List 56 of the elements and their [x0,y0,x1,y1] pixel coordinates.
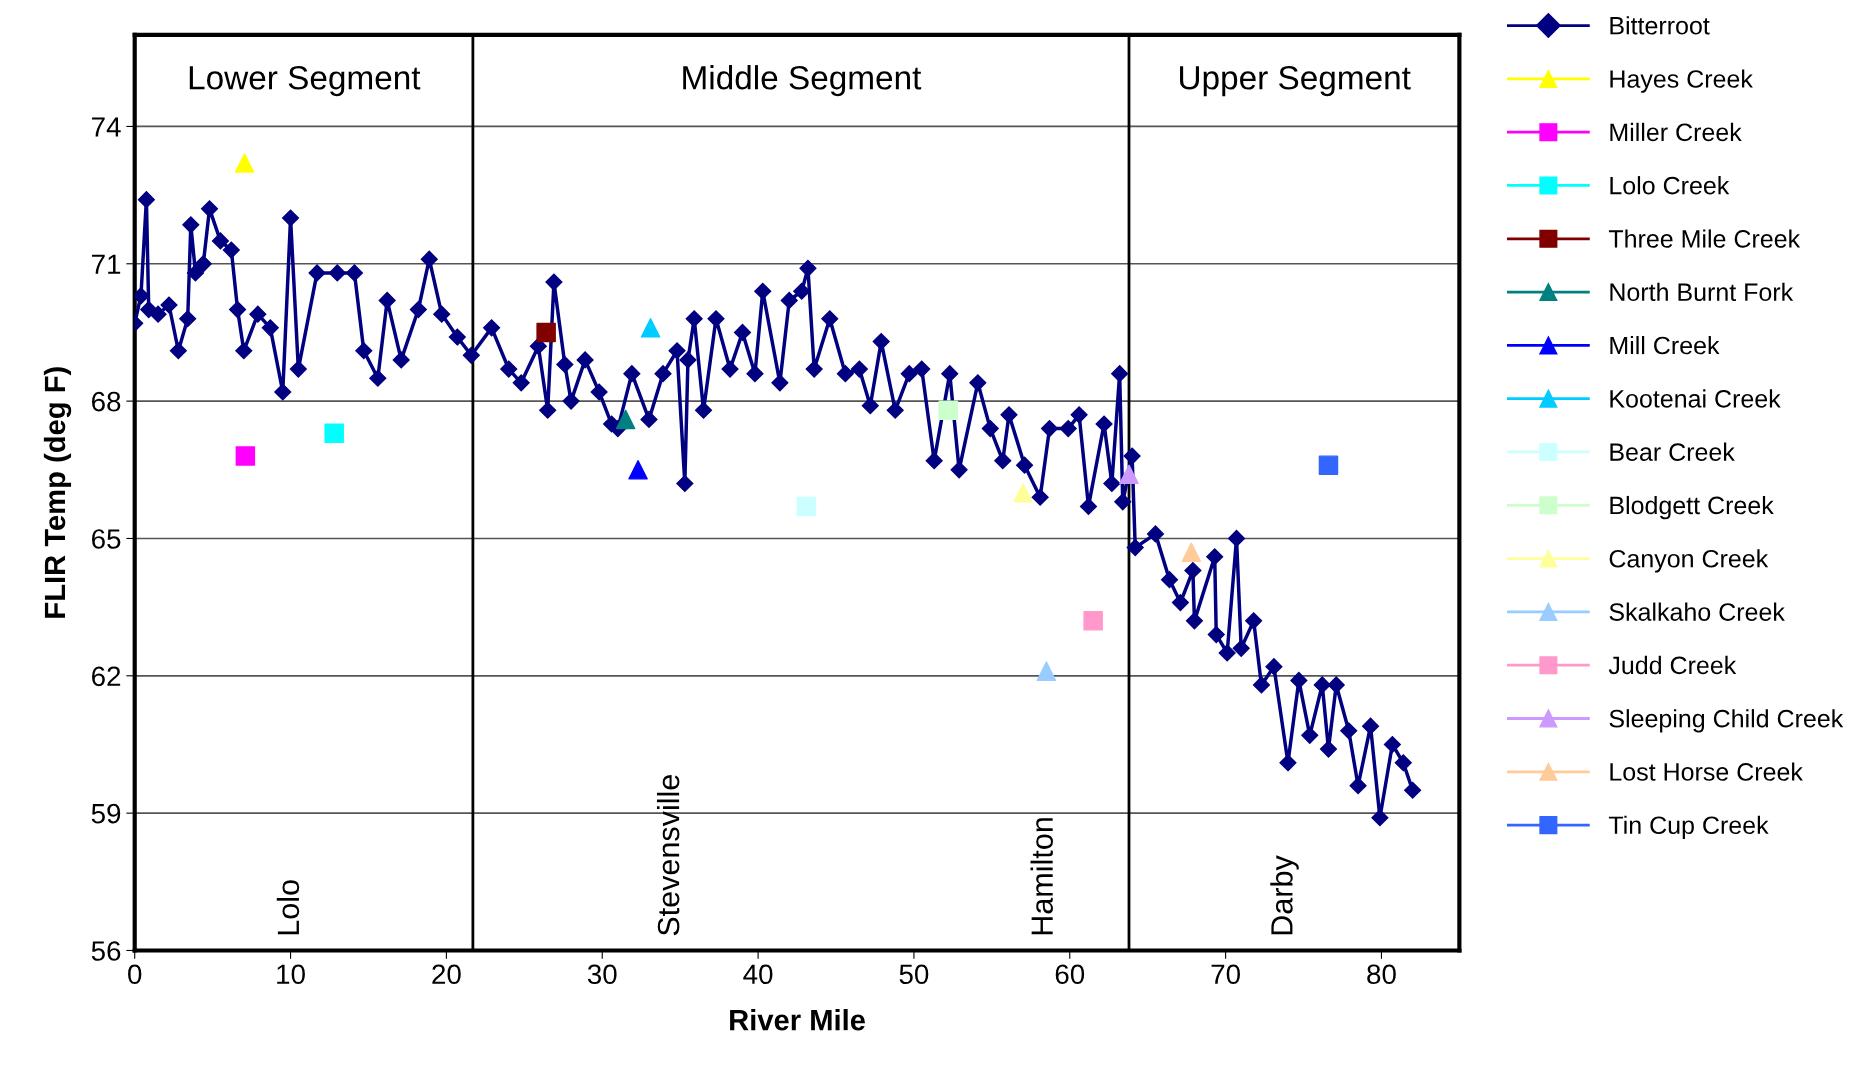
x-tick-label: 0 [128,964,142,985]
annotation: Hamilton [1030,818,1053,935]
legend-label: Canyon Creek [1609,549,1769,573]
annotation: Stevensville [656,775,680,936]
point [234,153,255,173]
x-axis-title: River Mile [730,1009,865,1031]
x-tick-label: 20 [432,964,461,985]
legend-label: Skalkaho Creek [1609,602,1785,621]
legend-label: Hayes Creek [1610,69,1753,93]
legend-label: Lolo Creek [1610,176,1730,195]
point [324,423,344,443]
legend-label: Bitterroot [1610,16,1710,35]
point [1083,611,1103,631]
point [1013,482,1033,503]
point [796,496,817,517]
point [1181,542,1202,562]
legend-label: Sleeping Child Creek [1609,709,1844,733]
annotation: Upper Segment [1180,66,1411,97]
legend-label: Judd Creek [1608,655,1737,675]
legend-label: Lost Horse Creek [1610,762,1803,781]
annotation: Lolo [276,880,300,935]
legend-label: North Burnt Fork [1610,282,1794,302]
x-tick-label: 10 [277,964,305,985]
x-tick-label: 50 [899,964,929,985]
x-tick-label: 80 [1367,964,1396,985]
y-tick-label: 74 [92,117,121,137]
legend-label: Three Mile Creek [1608,229,1801,248]
legend-label: Blodgett Creek [1610,495,1774,520]
point [536,322,556,343]
legend-label: Miller Creek [1610,122,1742,142]
legend-label: Kootenai Creek [1610,389,1781,408]
legend-label: Mill Creek [1610,336,1720,355]
point [938,400,958,421]
annotation: Darby [1270,855,1299,935]
x-tick-label: 70 [1211,964,1240,985]
y-tick-label: 59 [91,803,121,824]
y-tick-label: 56 [91,941,121,961]
y-axis-title: FLIR Temp (deg F) [43,367,72,618]
point [1119,464,1139,485]
point [615,409,636,430]
x-tick-label: 30 [587,964,617,985]
point [1036,661,1057,681]
annotation: Lower Segment [189,66,421,97]
point [1318,455,1339,475]
x-tick-label: 40 [743,964,773,985]
legend-label: Bear Creek [1610,442,1735,461]
annotation: Middle Segment [683,65,922,97]
y-tick-label: 65 [92,529,121,549]
point [640,318,661,338]
y-tick-label: 62 [92,666,121,687]
x-tick-label: 60 [1055,964,1085,985]
y-tick-label: 71 [92,254,121,274]
legend-label: Tin Cup Creek [1608,815,1769,840]
y-tick-label: 68 [92,391,121,412]
point [235,446,256,466]
point [628,460,648,480]
